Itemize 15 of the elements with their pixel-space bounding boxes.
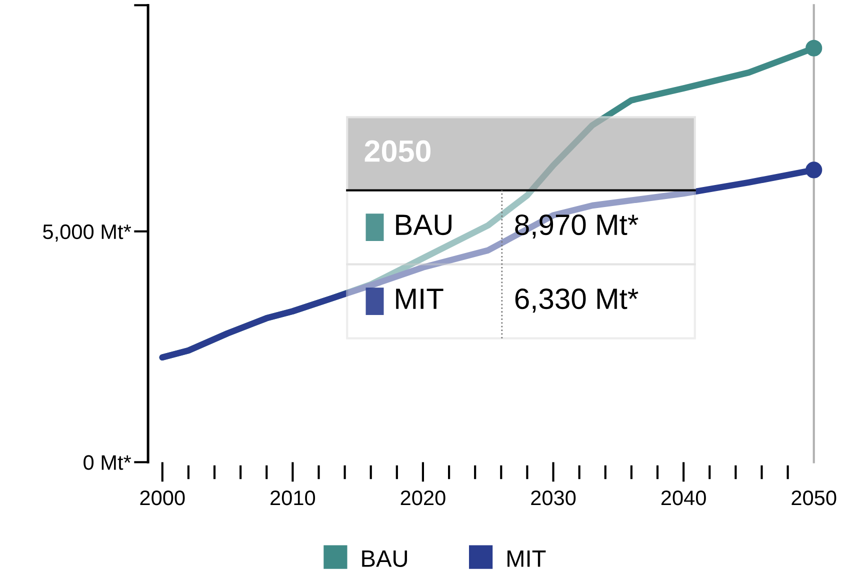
- annotation: 8,970 Mt*: [515, 214, 638, 239]
- x-tick-label: 2040: [661, 490, 706, 506]
- legend-label: MIT: [396, 288, 444, 309]
- legend-label: BAU: [396, 214, 452, 236]
- annotation: 2050: [364, 140, 430, 162]
- x-tick-label: 2020: [400, 490, 446, 506]
- x-tick-label: 2030: [531, 490, 576, 506]
- text: BAU: [362, 550, 407, 567]
- x-tick-label: 2010: [270, 490, 316, 506]
- y-tick-label: 5,000 Mt*: [43, 224, 132, 242]
- x-tick-label: 2000: [140, 490, 185, 506]
- text: MIT: [508, 550, 546, 567]
- x-tick-label: 2050: [792, 490, 836, 506]
- y-tick-label: 0 Mt*: [84, 455, 132, 470]
- annotation: 6,330 Mt*: [515, 288, 638, 313]
